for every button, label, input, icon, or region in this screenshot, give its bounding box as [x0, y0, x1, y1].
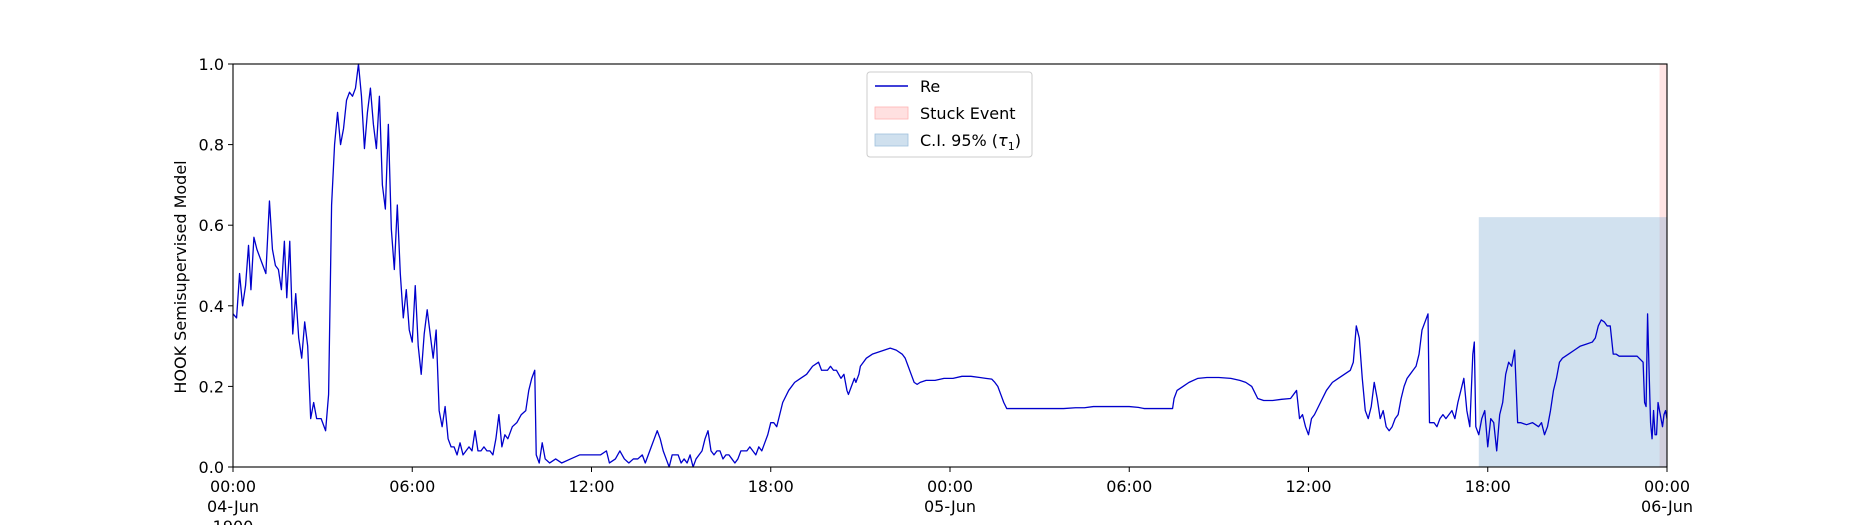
x-tick-label: 12:00: [568, 477, 614, 496]
legend-label: C.I. 95% (τ1): [920, 131, 1021, 153]
x-tick-label: 00:00: [210, 477, 256, 496]
y-tick-label: 0.4: [199, 297, 224, 316]
y-tick-label: 0.0: [199, 458, 224, 477]
x-tick-label: 1900: [213, 517, 254, 525]
y-tick-label: 0.6: [199, 216, 224, 235]
shaded-regions: [1478, 64, 1667, 467]
legend-label: Stuck Event: [920, 104, 1016, 123]
x-tick-label: 06:00: [389, 477, 435, 496]
ci-95-region: [1478, 217, 1667, 467]
x-tick-label: 00:00: [927, 477, 973, 496]
y-tick-label: 1.0: [199, 55, 224, 74]
legend: Re Stuck Event C.I. 95% (τ1): [866, 71, 1033, 158]
x-tick-label: 00:00: [1644, 477, 1690, 496]
legend-swatch-ci: [874, 133, 909, 147]
series-line-re: [233, 63, 1667, 468]
x-tick-label: 18:00: [748, 477, 794, 496]
y-tick-label: 0.8: [199, 136, 224, 155]
y-ticks: 0.0 0.2 0.4 0.6 0.8 1.0: [199, 55, 233, 477]
series-group: [233, 63, 1667, 468]
x-tick-label: 06:00: [1106, 477, 1152, 496]
legend-label: Re: [920, 77, 940, 96]
x-tick-label: 06-Jun: [1641, 497, 1693, 516]
y-tick-label: 0.2: [199, 377, 224, 396]
legend-swatch-stuck-event: [874, 106, 909, 120]
x-tick-label: 18:00: [1465, 477, 1511, 496]
x-tick-label: 05-Jun: [924, 497, 976, 516]
x-tick-label: 12:00: [1285, 477, 1331, 496]
x-ticks: 00:0004-Jun190006:0012:0018:0000:0005-Ju…: [207, 467, 1693, 525]
x-tick-label: 04-Jun: [207, 497, 259, 516]
stuck-event-region: [1659, 64, 1667, 467]
y-axis-label: HOOK Semisupervised Model: [171, 160, 190, 393]
